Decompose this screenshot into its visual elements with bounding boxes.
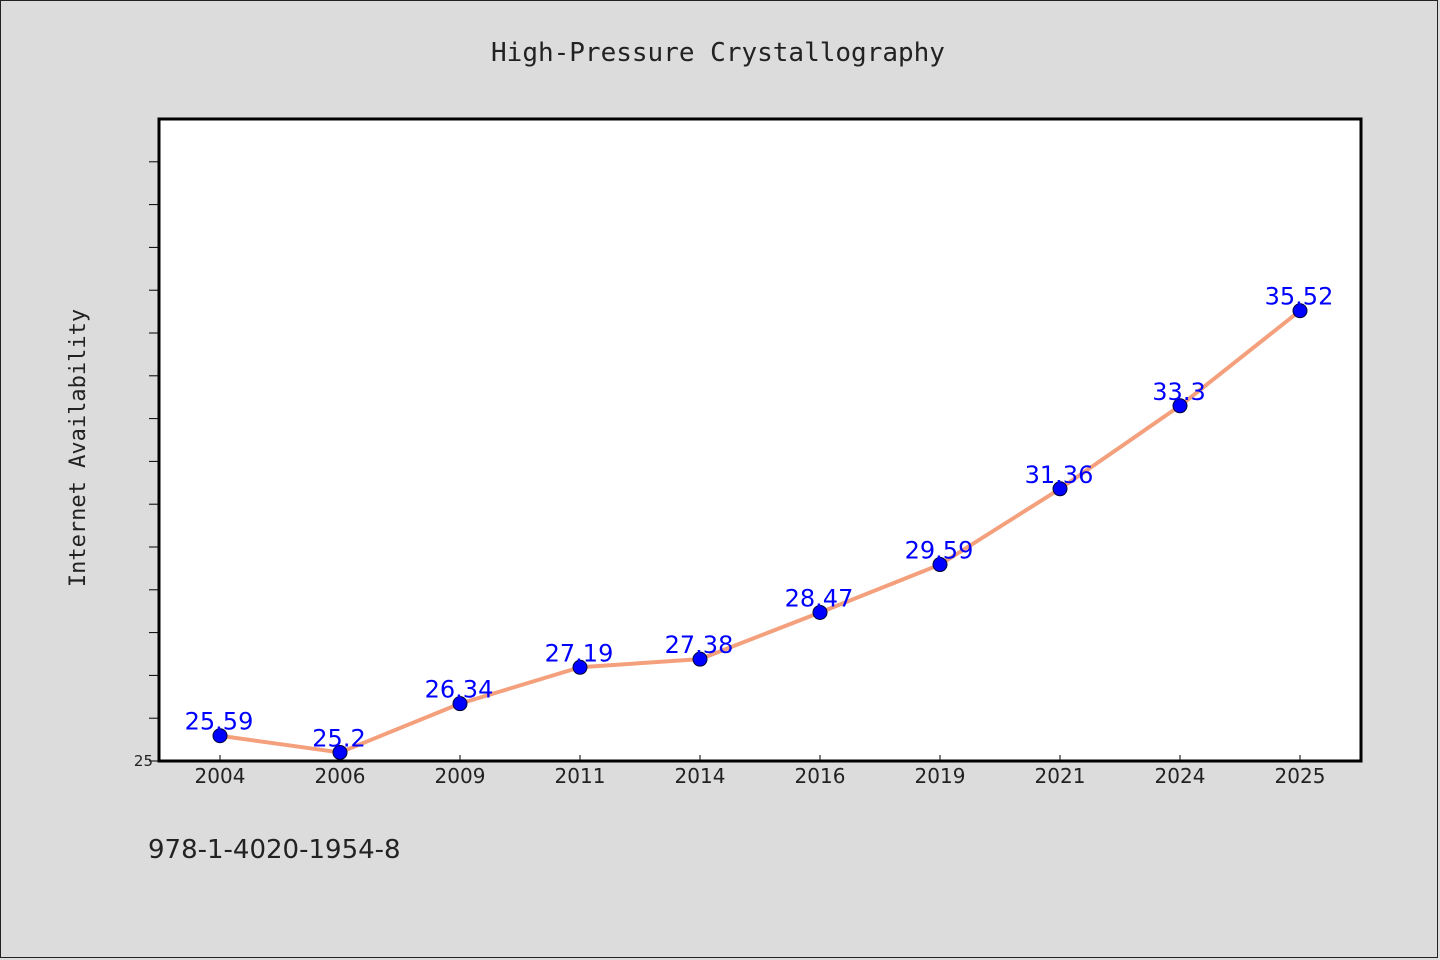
x-tick-label-6: 2019 (915, 764, 966, 788)
data-point-1 (332, 744, 348, 760)
data-label-3: 27.19 (545, 639, 614, 667)
y-axis: 25 (134, 161, 159, 770)
data-label-7: 31.36 (1025, 461, 1094, 489)
x-tick-label-3: 2011 (555, 764, 606, 788)
data-point-8 (1172, 398, 1188, 414)
data-point-7 (1052, 481, 1068, 497)
chart-title: High-Pressure Crystallography (491, 38, 945, 68)
data-point-2 (452, 696, 468, 712)
data-point-4 (692, 651, 708, 667)
x-tick-label-2: 2009 (435, 764, 486, 788)
data-point-3 (572, 659, 588, 675)
data-label-8: 33.3 (1152, 378, 1205, 406)
x-tick-label-0: 2004 (195, 764, 246, 788)
data-label-1: 25.2 (312, 724, 365, 752)
series-0: 25.59 25.2 26.34 27.19 27.38 28.47 29.59 31.36 3… (185, 283, 1334, 760)
data-label-4: 27.38 (665, 631, 734, 659)
data-point-5 (812, 604, 828, 620)
x-tick-label-8: 2024 (1155, 764, 1206, 788)
footer-code: 978-1-4020-1954-8 (148, 835, 401, 865)
x-tick-label-5: 2016 (795, 764, 846, 788)
series-line-0 (218, 308, 1302, 755)
y-tick-label-0: 25 (134, 752, 153, 770)
x-tick-label-4: 2014 (675, 764, 726, 788)
y-axis-label: Internet Availability (66, 309, 91, 587)
data-point-9 (1292, 303, 1308, 319)
plot-area (157, 117, 1363, 763)
data-point-0 (212, 728, 228, 744)
data-label-6: 29.59 (905, 537, 974, 565)
x-tick-label-9: 2025 (1275, 764, 1326, 788)
x-axis: 2004 2006 2009 2011 2014 2016 2019 2021 2024 2025 (195, 755, 1326, 788)
data-label-0: 25.59 (185, 708, 254, 736)
data-point-6 (932, 557, 948, 573)
x-tick-label-1: 2006 (315, 764, 366, 788)
data-label-9: 35.52 (1265, 283, 1334, 311)
data-label-5: 28.47 (785, 584, 854, 612)
data-label-2: 26.34 (425, 676, 494, 704)
x-tick-label-7: 2021 (1035, 764, 1086, 788)
